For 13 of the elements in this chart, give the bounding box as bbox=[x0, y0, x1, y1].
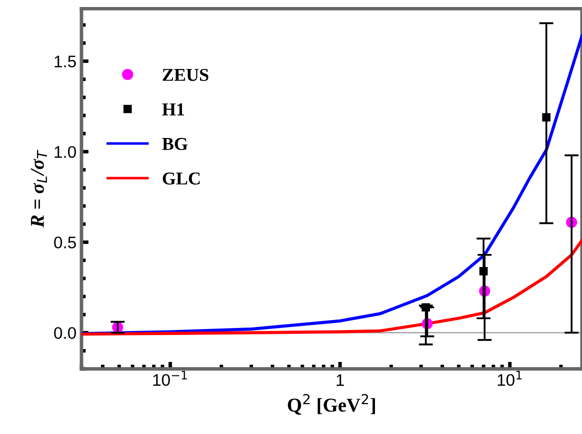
y-tick-label: 1.0 bbox=[54, 146, 76, 158]
legend-label: ZEUS bbox=[162, 68, 208, 81]
x-axis-title: Q$^{2}$ [GeV$^{2}$] bbox=[288, 394, 375, 415]
y-tick-label: 1.5 bbox=[54, 56, 76, 68]
legend-label: GLC bbox=[162, 172, 200, 185]
y-axis-title: R = σ$_{L}$/σ$_{T}$ bbox=[30, 150, 47, 228]
y-tick-label: 0.5 bbox=[54, 236, 76, 248]
x-tick-label: 1 bbox=[336, 374, 344, 386]
x-tick-label: 10$^{1}$ bbox=[498, 370, 522, 386]
legend-label: BG bbox=[162, 138, 188, 150]
y-tick-label: 0.0 bbox=[54, 327, 76, 339]
legend-label: H1 bbox=[162, 103, 184, 116]
x-tick-label: 10$^{−1}$ bbox=[153, 370, 187, 386]
